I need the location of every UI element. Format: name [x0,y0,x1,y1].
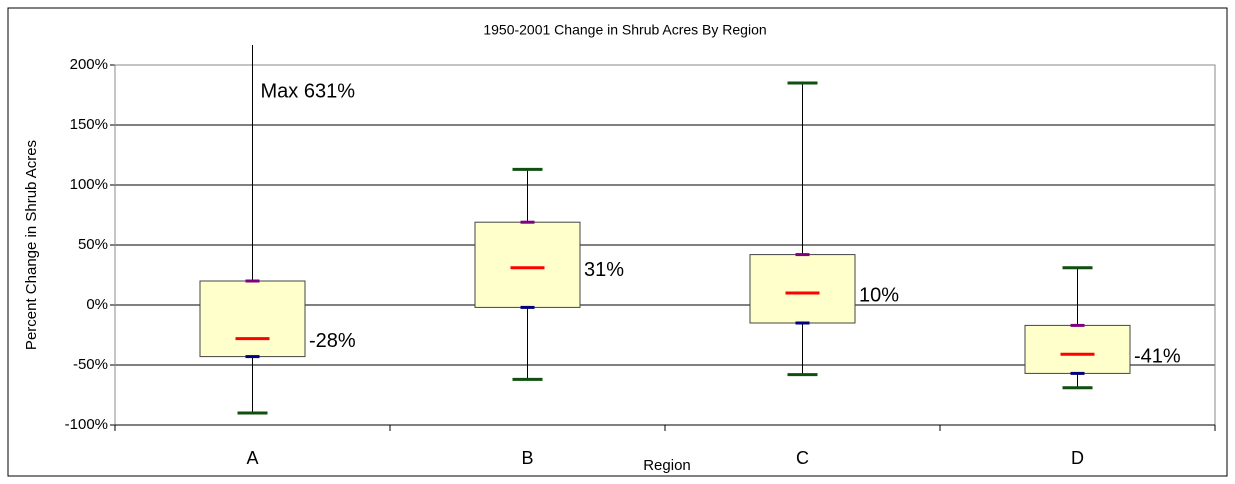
y-tick-label: 150% [70,116,108,133]
y-axis-label: Percent Change in Shrub Acres [23,140,40,350]
y-tick-label: 50% [78,236,108,253]
box [1024,324,1131,374]
plot-area: -100% -50% 0% 50% 100% 150% 200% -28% A 31% B 10% C -… [65,45,1216,468]
chart-title: 1950-2001 Change in Shrub Acres By Regio… [483,22,766,38]
annotation: Max 631% [261,80,356,102]
y-tick-label: 200% [70,56,108,73]
box [749,254,856,324]
x-tick-label: A [246,448,258,468]
y-tick-label: -50% [73,356,108,373]
x-axis-label: Region [643,457,691,474]
data-label: 10% [859,284,899,306]
data-label: 31% [584,259,624,281]
y-tick-label: -100% [65,416,108,433]
box [199,280,306,358]
box [474,221,581,308]
data-label: -41% [1134,345,1181,367]
data-label: -28% [309,330,356,352]
x-tick-label: B [521,448,533,468]
x-tick-label: D [1071,448,1084,468]
boxes [199,45,1131,415]
y-tick-label: 0% [86,296,108,313]
y-tick-label: 100% [70,176,108,193]
x-tick-label: C [796,448,809,468]
chart-border [7,7,1228,477]
